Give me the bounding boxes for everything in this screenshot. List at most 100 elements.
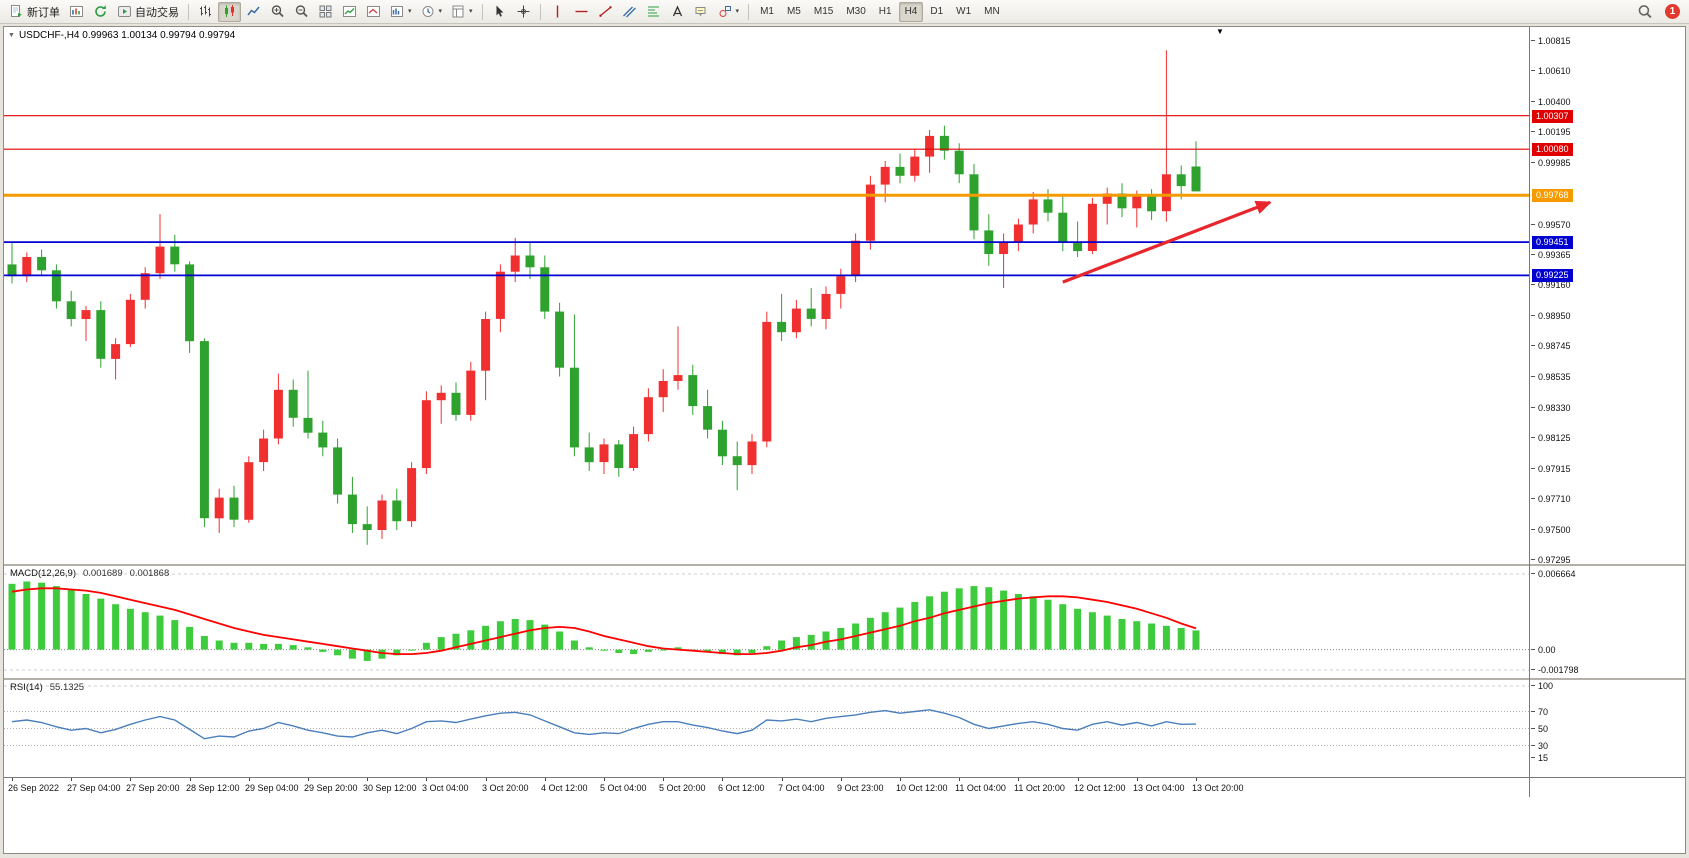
macd-splitter[interactable]	[4, 564, 1685, 566]
bars-mode-button[interactable]	[194, 2, 217, 22]
time-label: 11 Oct 04:00	[955, 783, 1006, 793]
time-tick	[12, 778, 13, 781]
price-axis-separator	[1529, 27, 1530, 797]
time-label: 6 Oct 12:00	[718, 783, 765, 793]
price-tick: 0.98950	[1531, 311, 1571, 321]
rsi-tick: 30	[1530, 741, 1549, 751]
macd-signal-value: 0.001868	[129, 568, 170, 579]
chart-shift-marker[interactable]: ▼	[1216, 27, 1224, 36]
macd-chart-svg[interactable]	[4, 566, 1529, 678]
toolbar-separator	[481, 3, 483, 20]
timeframe-m5[interactable]: M5	[786, 6, 801, 17]
cursor-button[interactable]	[488, 2, 511, 22]
price-panel[interactable]: ▼ USDCHF-,H4 0.99963 1.00134 0.99794 0.9…	[4, 27, 1685, 565]
shapes-dropdown[interactable]: ▾	[714, 2, 744, 22]
macd-label: MACD(12,26,9) 0.001689 0.001868	[10, 568, 169, 579]
tile-windows-icon	[319, 5, 332, 18]
templates-dropdown[interactable]: ▾	[447, 2, 477, 22]
fibonacci-tool[interactable]	[642, 2, 665, 22]
autotrading-icon	[118, 6, 131, 17]
vertical-line-tool[interactable]	[546, 2, 569, 22]
trendline-icon	[598, 6, 612, 17]
fibonacci-icon	[647, 6, 659, 17]
time-label: 27 Sep 20:00	[126, 783, 180, 793]
new-order-label: 新订单	[27, 6, 60, 19]
price-line-badge: 1.00307	[1532, 110, 1573, 123]
new-order-button[interactable]: 新订单	[5, 2, 64, 22]
collapse-icon[interactable]: ▼	[8, 32, 15, 39]
price-axis[interactable]: 1.00815 1.00610 1.00400 1.00195 0.99985 0.995…	[1531, 27, 1683, 565]
price-tick: 0.98745	[1531, 341, 1571, 351]
timeframe-m1[interactable]: M1	[760, 6, 774, 17]
time-tick	[604, 778, 605, 781]
text-label-icon	[695, 7, 706, 17]
line-mode-button[interactable]	[242, 2, 265, 22]
chart-title: USDCHF-,H4 0.99963 1.00134 0.99794 0.997…	[18, 30, 236, 41]
price-chart-svg[interactable]	[4, 27, 1529, 564]
time-label: 29 Sep 20:00	[304, 783, 358, 793]
autotrading-button[interactable]: 自动交易	[113, 2, 183, 22]
text-label-tool[interactable]	[690, 2, 713, 22]
rsi-axis[interactable]: 100 70 50 30 15	[1530, 680, 1683, 777]
cursor-icon	[496, 5, 503, 17]
macd-name: MACD(12,26,9)	[10, 568, 76, 579]
profiles-dropdown[interactable]: ▾	[417, 2, 447, 22]
macd-axis[interactable]: 0.006664 0.00 -0.001798	[1531, 566, 1683, 678]
zoom-out-button[interactable]	[290, 2, 313, 22]
time-tick	[190, 778, 191, 781]
rsi-splitter[interactable]	[4, 678, 1685, 680]
price-tick: 0.98125	[1531, 433, 1571, 443]
price-line-badge: 0.99451	[1532, 236, 1573, 249]
time-tick	[249, 778, 250, 781]
timeframe-d1[interactable]: D1	[930, 6, 944, 17]
time-tick	[308, 778, 309, 781]
text-tool[interactable]	[666, 2, 689, 22]
rsi-name: RSI(14)	[10, 682, 43, 693]
trendline-tool[interactable]	[594, 2, 617, 22]
timeframe-w1[interactable]: W1	[956, 6, 972, 17]
price-tick: 0.99365	[1531, 250, 1571, 260]
crosshair-icon	[517, 5, 530, 18]
rsi-panel[interactable]: RSI(14) 55.1325 100 70 50 30 15	[4, 680, 1685, 777]
vertical-line-icon	[556, 5, 558, 18]
time-label: 4 Oct 12:00	[541, 783, 588, 793]
tile-windows-button[interactable]	[314, 2, 337, 22]
charts-button[interactable]	[65, 2, 88, 22]
new-chart-dropdown[interactable]: ▾	[386, 2, 416, 22]
toolbar: 新订单 自动交易 ▾ ▾ ▾	[0, 0, 1689, 24]
timeframe-h1[interactable]: H1	[878, 6, 892, 17]
rsi-tick: 15	[1530, 753, 1549, 763]
time-tick	[722, 778, 723, 781]
timeframe-h4[interactable]: H4	[898, 1, 924, 22]
rsi-tick: 50	[1530, 724, 1549, 734]
zoom-in-button[interactable]	[266, 2, 289, 22]
candles-mode-button[interactable]	[218, 1, 241, 22]
templates-icon	[452, 5, 464, 18]
macd-tick: 0.006664	[1531, 569, 1576, 579]
horizontal-line-tool[interactable]	[570, 2, 593, 22]
notification-badge[interactable]: 1	[1665, 4, 1680, 19]
timeframe-m15[interactable]: M15	[813, 6, 834, 17]
search-button[interactable]	[1633, 2, 1657, 22]
profiles-icon	[422, 6, 434, 17]
indicators-button[interactable]	[338, 2, 361, 22]
timeframe-m30[interactable]: M30	[846, 6, 866, 17]
time-tick	[1196, 778, 1197, 781]
chart-window: ▼ USDCHF-,H4 0.99963 1.00134 0.99794 0.9…	[3, 26, 1686, 854]
toolbar-separator	[539, 3, 541, 20]
price-line-badge: 0.99768	[1532, 189, 1573, 202]
macd-panel[interactable]: MACD(12,26,9) 0.001689 0.001868 0.006664…	[4, 566, 1685, 678]
price-tick: 1.00815	[1531, 36, 1571, 46]
refresh-button[interactable]	[89, 2, 112, 22]
time-label: 10 Oct 12:00	[896, 783, 948, 793]
time-label: 5 Oct 20:00	[659, 783, 706, 793]
crosshair-button[interactable]	[512, 2, 535, 22]
price-tick: 0.97295	[1531, 555, 1571, 565]
timeframe-mn[interactable]: MN	[984, 6, 1000, 17]
rsi-chart-svg[interactable]	[4, 680, 1529, 777]
time-axis[interactable]: 26 Sep 2022 27 Sep 04:00 27 Sep 20:00 28 Se…	[4, 777, 1685, 797]
chevron-down-icon: ▾	[408, 8, 412, 15]
time-tick	[130, 778, 131, 781]
chart-objects-button[interactable]	[362, 2, 385, 22]
channel-tool[interactable]	[618, 2, 641, 22]
